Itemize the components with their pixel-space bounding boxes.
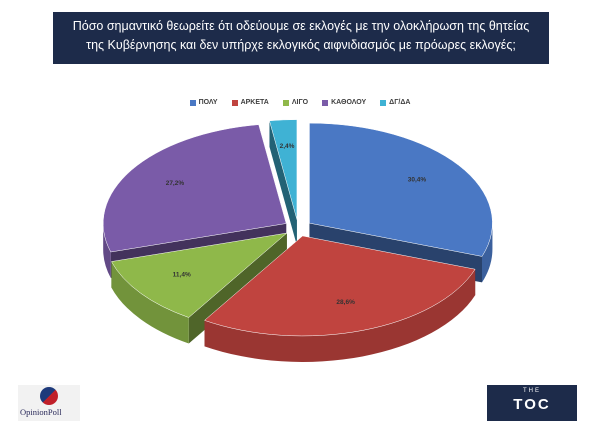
thetoc-logo: THE TOC [487,385,577,421]
legend-item: ΔΓ/ΔΑ [380,99,410,106]
legend-swatch [322,99,329,106]
legend-label: ΑΡΚΕΤΑ [240,99,269,106]
chart-title-line-2: της Κυβέρνησης και δεν υπήρχε εκλογικός … [86,38,516,52]
pie-slice-side [269,120,297,246]
pie-tops [102,119,493,337]
pie-slice-value-label: 11,4% [173,271,191,278]
legend-label: ΠΟΛΥ [198,99,218,106]
chart-legend: ΠΟΛΥ ΑΡΚΕΤΑ ΛΙΓΟ ΚΑΘΟΛΟΥ ΔΓ/ΔΑ [0,99,600,106]
pie-slice-value-label: 30,4% [408,177,427,184]
legend-label: ΚΑΘΟΛΟΥ [331,99,367,106]
pie-slice-ΛΙΓΟ [111,232,288,318]
pie-slice-ΚΑΘΟΛΟΥ [102,124,287,253]
pie-slice-wall [103,223,111,279]
pie-slice-value-label: 2,4% [280,143,295,150]
legend-item: ΠΟΛΥ [189,99,218,106]
legend-swatch [189,99,196,106]
pie-slice-value-label: 28,6% [336,299,355,306]
pie-slice-ΑΡΚΕΤΑ [204,235,476,337]
legend-item: ΛΙΓΟ [282,99,309,106]
pie-slice-wall [481,223,493,283]
opinionpoll-logo: OpinionPoll [18,385,80,421]
opinionpoll-logo-text: OpinionPoll [20,407,62,417]
chart-title-banner: Πόσο σημαντικό θεωρείτε ότι οδεύουμε σε … [53,12,549,64]
opinionpoll-logo-icon [40,387,58,405]
chart-title-line-1: Πόσο σημαντικό θεωρείτε ότι οδεύουμε σε … [72,19,530,33]
thetoc-logo-small-text: THE [523,388,541,394]
thetoc-logo-big-text: TOC [513,396,551,413]
legend-swatch [231,99,238,106]
legend-swatch [380,99,387,106]
legend-item: ΑΡΚΕΤΑ [231,99,269,106]
pie-slice-ΔΓ/ΔΑ [269,119,298,220]
legend-label: ΛΙΓΟ [291,99,309,106]
pie-slice-value-label: 27,2% [166,180,185,187]
pie-slice-wall [204,269,476,362]
legend-label: ΔΓ/ΔΑ [389,99,411,106]
legend-item: ΚΑΘΟΛΟΥ [322,99,366,106]
pie-labels: 30,4% 28,6% 11,4% 27,2% 2,4% [166,143,427,306]
legend-swatch [282,99,289,106]
pie-slice-ΠΟΛΥ [309,122,493,257]
pie-slice-wall [111,261,189,344]
